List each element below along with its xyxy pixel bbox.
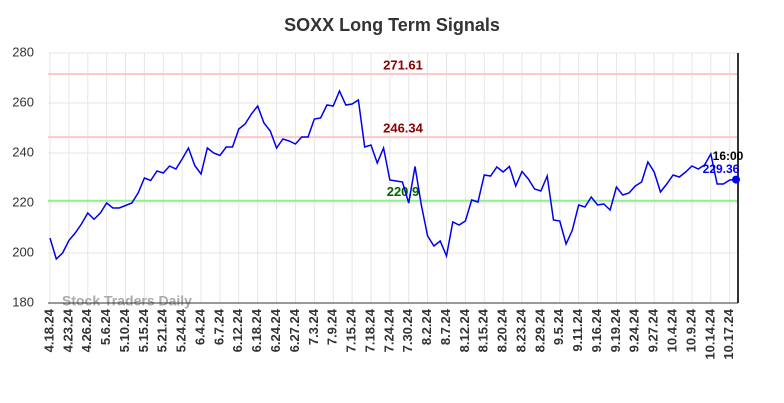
level-label: 271.61: [383, 57, 423, 72]
y-tick-label: 240: [12, 144, 34, 159]
x-tick-label: 8.12.24: [457, 308, 472, 352]
last-value: 229.36: [703, 162, 740, 176]
x-tick-label: 4.26.24: [79, 308, 94, 352]
x-tick-label: 7.30.24: [400, 308, 415, 352]
chart-title: SOXX Long Term Signals: [284, 15, 500, 35]
y-tick-label: 260: [12, 94, 34, 109]
x-tick-label: 10.17.24: [721, 308, 736, 359]
level-label: 246.34: [383, 121, 424, 136]
x-tick-label: 10.4.24: [665, 308, 680, 352]
x-tick-label: 6.4.24: [192, 308, 207, 345]
x-tick-label: 9.5.24: [551, 308, 566, 345]
x-tick-label: 9.19.24: [608, 308, 623, 352]
y-tick-label: 180: [12, 294, 34, 309]
x-tick-label: 8.29.24: [532, 308, 547, 352]
x-tick-label: 7.24.24: [381, 308, 396, 352]
x-tick-label: 10.9.24: [683, 308, 698, 352]
y-tick-label: 220: [12, 194, 34, 209]
x-tick-label: 10.14.24: [702, 308, 717, 359]
x-tick-label: 8.23.24: [513, 308, 528, 352]
x-tick-label: 8.7.24: [438, 308, 453, 345]
price-line: [49, 89, 737, 261]
x-tick-label: 7.15.24: [344, 308, 359, 352]
x-tick-label: 6.18.24: [249, 308, 264, 352]
x-tick-label: 7.9.24: [325, 308, 340, 345]
last-point: [732, 175, 740, 184]
x-tick-label: 9.16.24: [589, 308, 604, 352]
x-tick-label: 7.18.24: [362, 308, 377, 352]
y-tick-label: 200: [12, 244, 34, 259]
x-tick-label: 9.27.24: [646, 308, 661, 352]
x-tick-label: 6.27.24: [287, 308, 302, 352]
x-tick-label: 8.15.24: [476, 308, 491, 352]
x-tick-label: 4.23.24: [60, 308, 75, 352]
x-tick-label: 6.7.24: [211, 308, 226, 345]
x-tick-label: 5.21.24: [155, 308, 170, 352]
x-tick-label: 8.20.24: [495, 308, 510, 352]
last-time: 16:00: [713, 149, 744, 163]
x-tick-label: 6.12.24: [230, 308, 245, 352]
x-tick-label: 5.6.24: [98, 308, 113, 345]
x-tick-label: 9.24.24: [627, 308, 642, 352]
x-tick-label: 7.3.24: [306, 308, 321, 345]
watermark: Stock Traders Daily: [62, 293, 192, 309]
x-tick-label: 5.10.24: [117, 308, 132, 352]
y-tick-label: 280: [12, 44, 34, 59]
x-tick-label: 5.15.24: [136, 308, 151, 352]
x-tick-label: 4.18.24: [41, 308, 56, 352]
x-tick-label: 5.24.24: [174, 308, 189, 352]
x-tick-label: 9.11.24: [570, 308, 585, 351]
x-tick-label: 8.2.24: [419, 308, 434, 345]
x-tick-label: 6.24.24: [268, 308, 283, 352]
